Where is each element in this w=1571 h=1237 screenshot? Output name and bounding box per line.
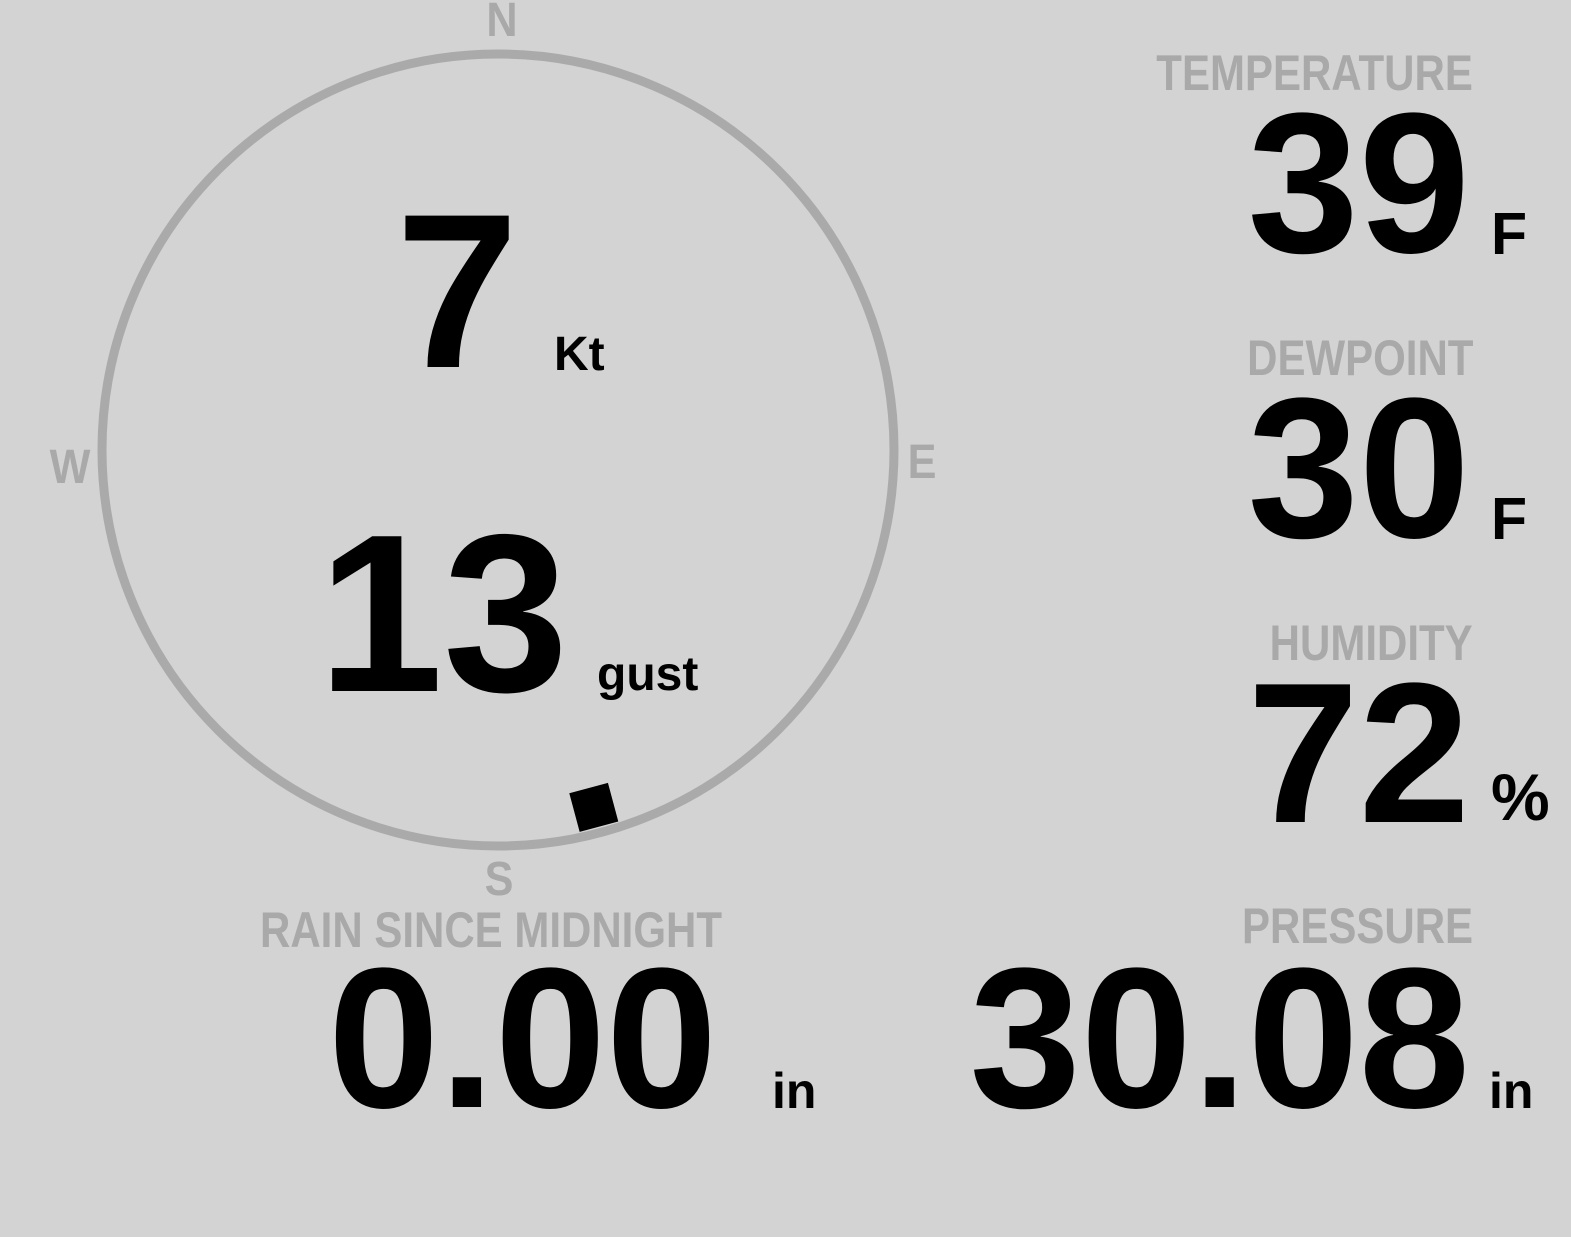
humidity-unit: % bbox=[1491, 760, 1550, 834]
pressure-label: PRESSURE bbox=[1241, 898, 1473, 954]
temperature-unit: F bbox=[1491, 201, 1528, 267]
compass-north: N bbox=[486, 0, 518, 47]
compass-west: W bbox=[49, 441, 91, 494]
compass-south: S bbox=[484, 853, 514, 906]
wind-speed-value: 7 bbox=[396, 168, 519, 414]
wind-gust-value: 13 bbox=[318, 487, 569, 739]
rain-label: RAIN SINCE MIDNIGHT bbox=[260, 902, 722, 958]
dewpoint-value: 30 bbox=[1247, 357, 1470, 580]
wind-speed-unit: Kt bbox=[554, 328, 605, 381]
temperature-label: TEMPERATURE bbox=[1156, 45, 1473, 101]
humidity-value: 72 bbox=[1247, 642, 1470, 865]
dewpoint-label: DEWPOINT bbox=[1246, 330, 1473, 386]
pressure-value: 30.08 bbox=[969, 927, 1471, 1150]
compass-ring bbox=[97, 49, 899, 851]
temperature-value: 39 bbox=[1247, 72, 1470, 295]
compass-east: E bbox=[907, 436, 937, 489]
rain-value: 0.00 bbox=[328, 927, 718, 1150]
dewpoint-unit: F bbox=[1491, 486, 1528, 552]
rain-unit: in bbox=[772, 1063, 817, 1119]
wind-gust-label: gust bbox=[597, 648, 699, 701]
pressure-unit: in bbox=[1489, 1063, 1534, 1119]
humidity-label: HUMIDITY bbox=[1270, 615, 1473, 671]
wind-direction-marker bbox=[569, 782, 619, 832]
wind-direction-square bbox=[569, 782, 619, 832]
